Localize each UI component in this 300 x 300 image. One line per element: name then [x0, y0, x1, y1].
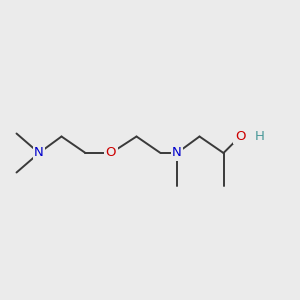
Text: O: O [106, 146, 116, 160]
Text: N: N [34, 146, 44, 160]
Text: O: O [235, 130, 245, 143]
Text: N: N [172, 146, 182, 160]
Text: H: H [255, 130, 264, 143]
